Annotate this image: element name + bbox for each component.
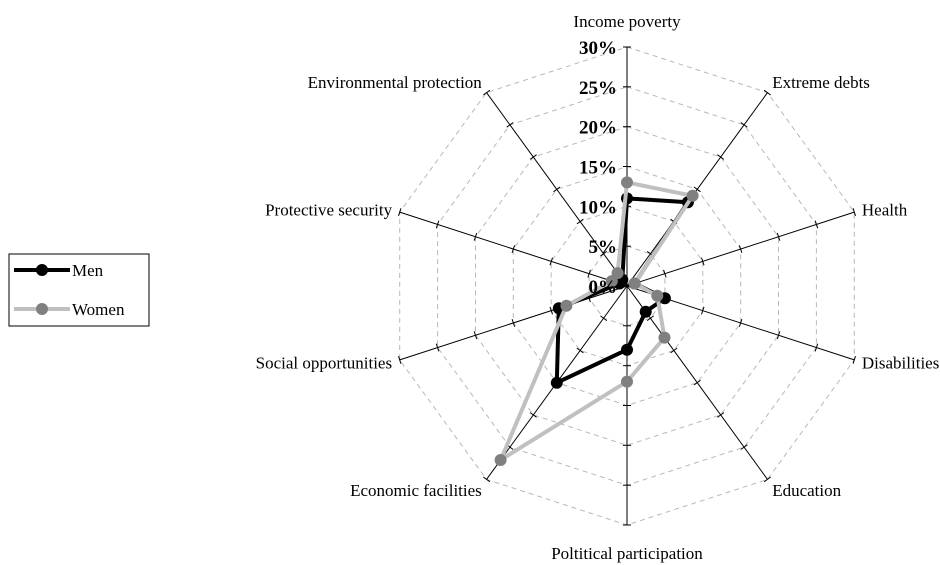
- tick-label-5: 25%: [579, 78, 617, 99]
- category-label-6: Economic facilities: [350, 481, 482, 500]
- axis-tick-8-6: [398, 208, 402, 217]
- axis-tick-3-3: [738, 318, 743, 327]
- axis-tick-8-5: [435, 220, 440, 229]
- axis-tick-9-2: [576, 218, 584, 225]
- tick-label-1: 5%: [589, 237, 618, 258]
- axis-tick-8-4: [473, 232, 478, 241]
- axis-tick-7-3: [511, 318, 516, 327]
- axis-tick-6-1: [600, 315, 608, 322]
- legend-label-women: Women: [72, 300, 125, 319]
- axis-tick-2-4: [776, 232, 781, 241]
- point-women-2: [628, 277, 641, 290]
- axis-tick-1-5: [740, 122, 748, 128]
- legend: Men Women: [8, 253, 150, 327]
- point-men-4: [639, 305, 652, 318]
- axis-tick-9-3: [553, 186, 561, 193]
- legend-marker-women: [36, 303, 48, 315]
- axis-tick-9-5: [506, 122, 514, 128]
- category-label-5: Poltitical participation: [551, 544, 703, 563]
- point-men-5: [621, 343, 633, 356]
- axis-tick-3-2: [701, 306, 705, 315]
- tick-label-4: 20%: [579, 118, 617, 139]
- point-women-0: [621, 176, 633, 189]
- tick-label-6: 30%: [579, 38, 617, 59]
- axis-tick-9-4: [529, 154, 537, 160]
- axis-tick-6-4: [529, 412, 537, 418]
- radar-series: [494, 176, 699, 466]
- legend-box: [8, 253, 150, 327]
- tick-label-3: 15%: [579, 158, 617, 179]
- axis-tick-4-3: [693, 379, 701, 386]
- category-label-1: Extreme debts: [772, 73, 870, 92]
- point-women-3: [651, 289, 664, 302]
- category-label-2: Health: [862, 201, 908, 220]
- axis-tick-2-3: [738, 245, 743, 254]
- category-label-4: Education: [772, 481, 841, 500]
- point-women-9: [611, 267, 624, 280]
- axis-tick-3-6: [852, 355, 856, 364]
- axis-tick-2-1: [663, 269, 667, 278]
- axis-tick-8-3: [511, 245, 516, 254]
- tick-labels: 0% 5% 10% 15% 20% 25% 30%: [579, 38, 617, 298]
- axis-tick-8-2: [549, 257, 553, 266]
- axis-tick-2-5: [814, 220, 819, 229]
- axis-tick-4-2: [670, 347, 678, 354]
- axis-tick-1-3: [693, 186, 701, 193]
- point-women-7: [560, 299, 573, 312]
- category-label-3: Disabilities: [862, 353, 939, 372]
- tick-label-2: 10%: [579, 197, 617, 218]
- axis-tick-9-6: [483, 89, 491, 96]
- axis-labels: Income poverty Extreme debts Health Disabil…: [256, 12, 940, 563]
- axis-tick-7-5: [435, 343, 440, 352]
- point-women-5: [621, 375, 633, 388]
- axis-tick-6-2: [576, 347, 584, 354]
- axis-tick-1-6: [763, 89, 771, 96]
- axis-tick-4-1: [646, 315, 654, 322]
- category-label-7: Social opportunities: [256, 353, 392, 372]
- axis-tick-9-1: [600, 250, 608, 257]
- grid-ring-4: [475, 126, 779, 446]
- axis-tick-6-6: [483, 476, 491, 483]
- axis-tick-4-5: [740, 444, 748, 450]
- axis-tick-4-6: [763, 476, 771, 483]
- point-women-1: [686, 189, 699, 202]
- legend-marker-men: [36, 264, 48, 276]
- axis-tick-7-6: [398, 355, 402, 364]
- axis-tick-8-1: [587, 269, 591, 278]
- legend-label-men: Men: [72, 261, 104, 280]
- axis-tick-2-6: [852, 208, 856, 217]
- category-label-0: Income poverty: [573, 12, 681, 31]
- legend-item-women: Women: [14, 300, 125, 319]
- axis-tick-4-4: [717, 412, 725, 418]
- axis-tick-1-4: [717, 154, 725, 160]
- category-label-8: Protective security: [265, 201, 392, 220]
- axis-tick-7-2: [549, 306, 553, 315]
- point-women-4: [658, 331, 671, 344]
- axis-tick-3-4: [776, 331, 781, 340]
- category-label-9: Environmental protection: [308, 73, 483, 92]
- point-men-6: [550, 376, 563, 389]
- axis-tick-7-4: [473, 331, 478, 340]
- axis-tick-2-2: [701, 257, 705, 266]
- axis-tick-3-5: [814, 343, 819, 352]
- series-line-women: [498, 180, 695, 462]
- tick-label-0: 0%: [589, 277, 618, 298]
- point-women-6: [494, 454, 507, 466]
- legend-item-men: Men: [14, 261, 104, 280]
